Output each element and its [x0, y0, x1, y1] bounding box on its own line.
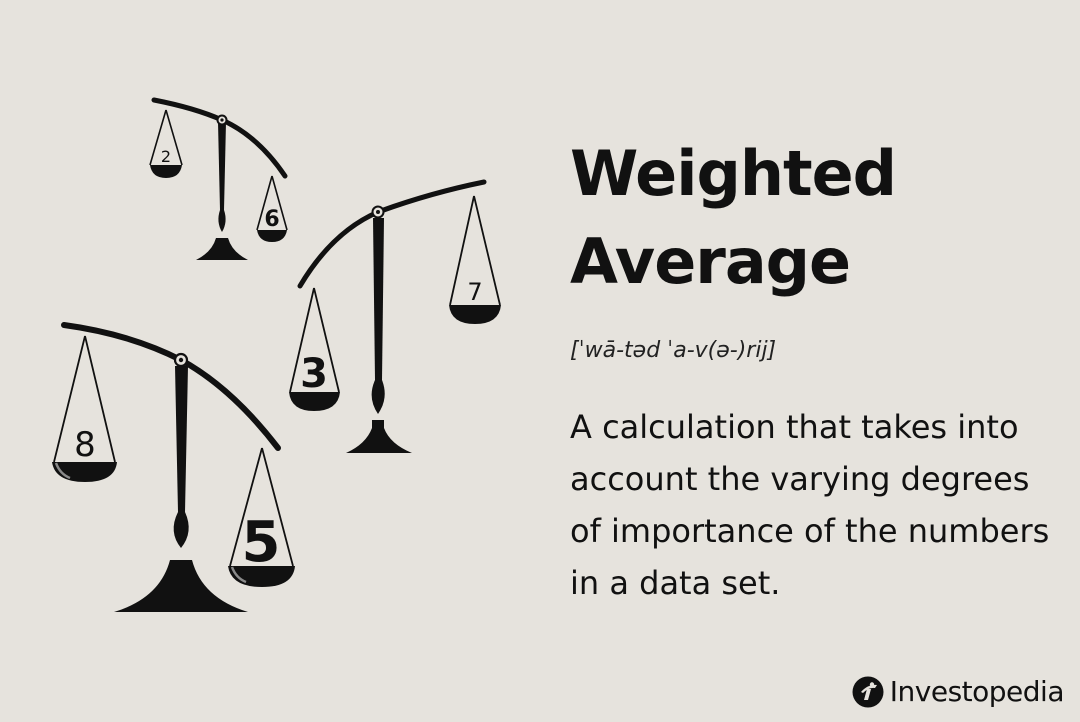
- scale-medium-left-pan: 3: [289, 287, 340, 411]
- title-line-2: Average: [570, 225, 851, 298]
- scale-small-left-weight: 2: [161, 147, 171, 166]
- balance-scale-large: 8 5: [52, 322, 295, 612]
- scale-small-left-pan: 2: [149, 109, 183, 178]
- scale-large-left-pan: 8: [52, 335, 117, 482]
- page-title: Weighted Average: [570, 130, 1050, 306]
- definition-panel: Weighted Average [ˈwā-təd ˈa-v(ə-)rij] A…: [570, 130, 1050, 609]
- definition-text: A calculation that takes into account th…: [570, 408, 1050, 602]
- scale-small-right-weight: 6: [264, 207, 279, 232]
- brand-logo: Investopedia: [852, 675, 1065, 708]
- scale-medium-left-weight: 3: [300, 351, 328, 397]
- balance-scale-medium: 3 7: [289, 179, 501, 453]
- balance-scale-small: 2 6: [149, 97, 288, 260]
- scale-large-left-weight: 8: [74, 425, 96, 465]
- pronunciation-text: [ˈwā-təd ˈa-v(ə-)rij]: [570, 338, 777, 363]
- brand-name: Investopedia: [889, 675, 1065, 708]
- scale-medium-right-weight: 7: [467, 278, 482, 306]
- title-line-1: Weighted: [570, 137, 897, 210]
- scale-large-right-pan: 5: [228, 447, 295, 587]
- scale-small-right-pan: 6: [256, 175, 288, 242]
- scale-medium-right-pan: 7: [449, 195, 501, 324]
- investopedia-logo-icon: [852, 676, 884, 707]
- balance-scales-illustration: 2 6 3 7: [52, 97, 501, 612]
- scale-large-right-weight: 5: [242, 510, 281, 575]
